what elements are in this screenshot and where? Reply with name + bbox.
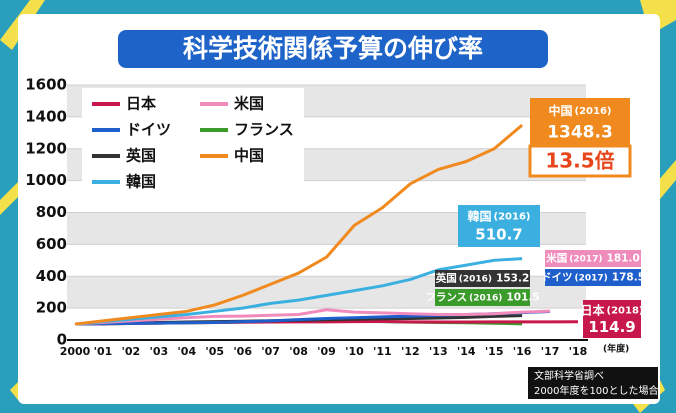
x-tick-label: '05 bbox=[205, 345, 224, 358]
x-tick-label: '02 bbox=[122, 345, 141, 358]
end-label-box bbox=[545, 250, 641, 267]
line bbox=[74, 257, 523, 326]
end-label-box bbox=[458, 205, 540, 247]
legend-label: 米国 bbox=[234, 95, 264, 113]
y-tick-label: 400 bbox=[36, 267, 67, 285]
x-tick-label: '07 bbox=[261, 345, 280, 358]
year: (2016) bbox=[494, 211, 531, 222]
end-label-box bbox=[435, 289, 530, 306]
year: (2017) bbox=[575, 273, 608, 283]
value-label: 101.5 bbox=[506, 292, 539, 304]
source-box bbox=[528, 367, 658, 399]
x-tick-label: '14 bbox=[457, 345, 476, 358]
end-label: 英国 (2016) 153.2 bbox=[435, 272, 530, 285]
y-tick-label: 800 bbox=[36, 203, 67, 221]
y-tick-label: 0 bbox=[57, 331, 67, 349]
legend-label: 英国 bbox=[126, 147, 156, 165]
x-tick-label: '03 bbox=[149, 345, 168, 358]
series-name: 中国 bbox=[549, 102, 573, 117]
year: (2018) bbox=[607, 305, 644, 316]
end-label-box bbox=[530, 98, 630, 146]
line bbox=[74, 308, 551, 326]
x-tick-label: '15 bbox=[485, 345, 504, 358]
end-label: フランス (2016) 101.5 bbox=[425, 292, 539, 304]
end-label-box bbox=[435, 270, 530, 287]
value-label: 510.7 bbox=[475, 226, 522, 244]
source: 文部科学省調べ bbox=[534, 369, 604, 382]
legend-label: フランス bbox=[234, 121, 294, 139]
plot: 0 200 400 600 800 1000 1200 1400 1600 2000'01 '02 '… bbox=[25, 76, 645, 359]
year: (2016) bbox=[469, 293, 502, 303]
x-tick-label: '08 bbox=[289, 345, 308, 358]
year: (2016) bbox=[459, 274, 492, 284]
legend-label: ドイツ bbox=[126, 121, 171, 139]
series-name: 英国 bbox=[435, 272, 457, 285]
y-tick-label: 600 bbox=[36, 235, 67, 253]
end-label: 韓国 (2016) bbox=[468, 208, 531, 223]
year: (2016) bbox=[575, 106, 612, 117]
x-tick-label: '17 bbox=[541, 345, 560, 358]
x-tick-label: '13 bbox=[429, 345, 448, 358]
y-tick-label: 1000 bbox=[25, 171, 67, 189]
annotation: 13.5倍 bbox=[545, 149, 614, 173]
series-name: フランス bbox=[425, 292, 467, 304]
chart-title: 科学技術関係予算の伸び率 bbox=[183, 34, 483, 63]
y-tick-label: 1200 bbox=[25, 139, 67, 157]
series-name: 日本 bbox=[581, 302, 605, 317]
end-label-box bbox=[583, 300, 641, 338]
value-label: 1348.3 bbox=[547, 123, 613, 143]
end-label-box bbox=[545, 269, 641, 286]
x-tick-label: '11 bbox=[373, 345, 392, 358]
series-name: 米国 bbox=[545, 252, 567, 265]
x-tick-label: '12 bbox=[401, 345, 420, 358]
x-tick-label: '09 bbox=[317, 345, 336, 358]
x-unit: (年度) bbox=[603, 343, 629, 355]
value-label: 114.9 bbox=[588, 318, 635, 336]
legend-label: 日本 bbox=[126, 95, 156, 113]
x-tick-label: '16 bbox=[513, 345, 532, 358]
x-tick-label: '01 bbox=[94, 345, 113, 358]
x-tick-label: '04 bbox=[177, 345, 196, 358]
series-name: 韓国 bbox=[468, 208, 492, 223]
source: 2000年度を100とした場合 bbox=[534, 384, 659, 397]
series-name: ドイツ bbox=[541, 272, 573, 284]
end-label: 米国 (2017) 181.0 bbox=[545, 252, 640, 265]
end-label: 日本 (2018) bbox=[581, 302, 644, 317]
y-tick-label: 200 bbox=[36, 299, 67, 317]
x-tick-label: '10 bbox=[345, 345, 364, 358]
end-label: 中国 (2016) bbox=[549, 102, 612, 117]
y-tick-label: 1600 bbox=[25, 76, 67, 94]
year: (2017) bbox=[569, 254, 602, 264]
legend-label: 中国 bbox=[234, 147, 264, 165]
x-tick-label: '18 bbox=[569, 345, 588, 358]
x-tick-label: '06 bbox=[233, 345, 252, 358]
panel bbox=[18, 14, 660, 404]
legend-label: 韓国 bbox=[126, 173, 156, 191]
end-label: ドイツ (2017) 178.5 bbox=[541, 272, 645, 284]
value-label: 153.2 bbox=[496, 273, 529, 285]
title-box bbox=[118, 30, 548, 68]
line bbox=[74, 123, 524, 326]
y-tick-label: 1400 bbox=[25, 107, 67, 125]
x-tick-label: 2000 bbox=[60, 345, 91, 358]
annotation-box bbox=[528, 144, 632, 178]
value-label: 178.5 bbox=[612, 272, 645, 284]
value-label: 181.0 bbox=[607, 253, 640, 265]
